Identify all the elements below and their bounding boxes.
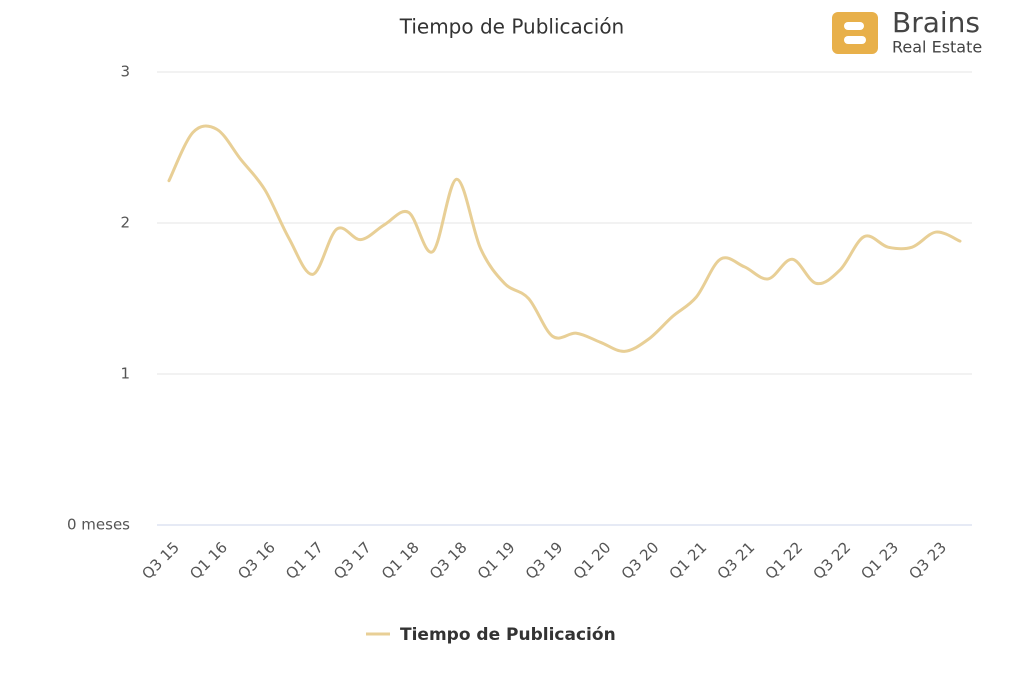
logo-tagline: Real Estate xyxy=(892,38,982,57)
x-tick-label: Q1 20 xyxy=(570,538,615,583)
x-tick-label: Q3 22 xyxy=(809,538,854,583)
x-tick-label: Q1 21 xyxy=(666,538,711,583)
x-tick-label: Q3 21 xyxy=(714,538,759,583)
legend-label: Tiempo de Publicación xyxy=(400,625,616,645)
logo: Brains Real Estate xyxy=(832,6,982,57)
x-tick-label: Q1 19 xyxy=(474,538,519,583)
logo-name: Brains xyxy=(892,6,980,39)
x-tick-label: Q1 22 xyxy=(762,538,807,583)
line xyxy=(167,124,962,353)
x-tick-label: Q3 20 xyxy=(618,538,663,583)
y-tick-label: 3 xyxy=(120,63,130,81)
logo-icon-part xyxy=(844,36,866,44)
x-tick-label: Q1 23 xyxy=(857,538,902,583)
x-tick-label: Q3 17 xyxy=(330,538,375,583)
x-tick-label: Q1 16 xyxy=(186,538,231,583)
x-tick-label: Q3 23 xyxy=(905,538,950,583)
logo-icon-part xyxy=(844,22,864,30)
x-tick-label: Q1 17 xyxy=(282,538,327,583)
chart-title: Tiempo de Publicación xyxy=(399,15,625,39)
y-tick-label: 1 xyxy=(120,365,130,383)
x-tick-label: Q3 15 xyxy=(138,538,183,583)
x-tick-label: Q3 16 xyxy=(234,538,279,583)
y-tick-label: 2 xyxy=(120,214,130,232)
x-tick-label: Q3 18 xyxy=(426,538,471,583)
y-tick-label: 0 meses xyxy=(67,516,130,534)
x-tick-label: Q3 19 xyxy=(522,538,567,583)
x-tick-label: Q1 18 xyxy=(378,538,423,583)
logo-icon xyxy=(832,12,878,54)
